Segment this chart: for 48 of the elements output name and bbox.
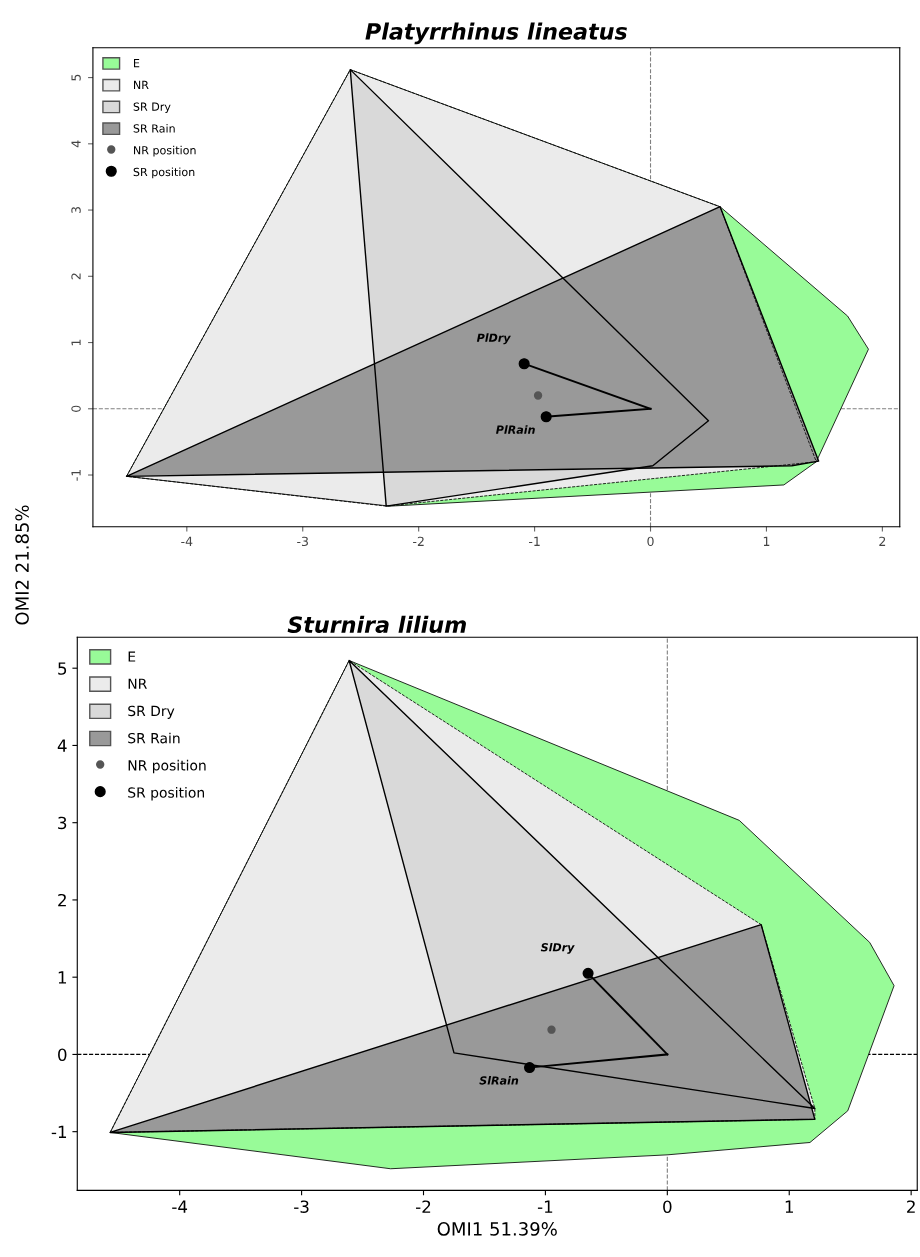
x-tick-label: -4 bbox=[181, 536, 193, 546]
chart-title: Sturnira lilium bbox=[287, 615, 466, 633]
x-tick-label: 2 bbox=[879, 536, 886, 546]
legend-label: SR Rain bbox=[128, 732, 180, 744]
annotation: SlDry bbox=[540, 942, 575, 954]
y-tick-label: 3 bbox=[58, 816, 67, 830]
x-tick-label: 0 bbox=[663, 1200, 672, 1213]
x-tick-label: 0 bbox=[647, 536, 654, 547]
x-tick-label: -2 bbox=[416, 1200, 431, 1213]
chart-title: Platyrrhinus lineatus bbox=[365, 22, 627, 45]
x-axis-title: OMI1 51.39% bbox=[437, 1222, 557, 1236]
y-tick-label: 2 bbox=[71, 273, 81, 280]
x-tick-label: -1 bbox=[537, 1200, 553, 1213]
x-tick-label: -4 bbox=[172, 1200, 188, 1213]
annotation: PlRain bbox=[496, 425, 535, 434]
legend-label: SR Dry bbox=[128, 705, 175, 719]
legend-label: NR bbox=[134, 80, 149, 89]
x-tick-label: 2 bbox=[907, 1200, 915, 1213]
y-tick-label: 4 bbox=[71, 140, 81, 148]
x-tick-label: -3 bbox=[294, 1200, 309, 1213]
y-tick-label: -1 bbox=[71, 469, 81, 481]
x-tick-label: -3 bbox=[297, 536, 308, 547]
y-tick-label: 0 bbox=[71, 405, 81, 412]
annotation: PlDry bbox=[476, 333, 511, 345]
legend-label: E bbox=[128, 651, 136, 662]
y-tick-label: 3 bbox=[71, 207, 81, 214]
x-tick-label: -2 bbox=[413, 536, 424, 546]
y-tick-label: 5 bbox=[71, 74, 81, 81]
y-tick-label: 5 bbox=[58, 662, 67, 675]
legend-label: SR Dry bbox=[133, 102, 171, 114]
y-tick-label: 1 bbox=[58, 971, 67, 984]
x-tick-label: 1 bbox=[763, 536, 770, 546]
legend-label: NR position bbox=[128, 759, 206, 774]
legend-label: NR bbox=[128, 678, 147, 689]
y-tick-label: 2 bbox=[58, 893, 66, 907]
y-tick-label: 1 bbox=[71, 339, 81, 346]
annotation: SlRain bbox=[479, 1076, 519, 1085]
legend-label: NR position bbox=[134, 145, 196, 157]
y-tick-label: 4 bbox=[57, 739, 67, 752]
legend-label: E bbox=[134, 59, 140, 68]
x-tick-label: -1 bbox=[528, 536, 540, 546]
legend-label: SR position bbox=[128, 787, 204, 801]
y-axis-title: OMI2 21.85% bbox=[15, 505, 29, 625]
y-tick-label: 0 bbox=[58, 1048, 67, 1061]
legend-label: SR Rain bbox=[133, 124, 175, 133]
y-tick-label: -1 bbox=[51, 1125, 67, 1138]
x-tick-label: 1 bbox=[785, 1200, 793, 1213]
legend-label: SR position bbox=[133, 167, 195, 179]
